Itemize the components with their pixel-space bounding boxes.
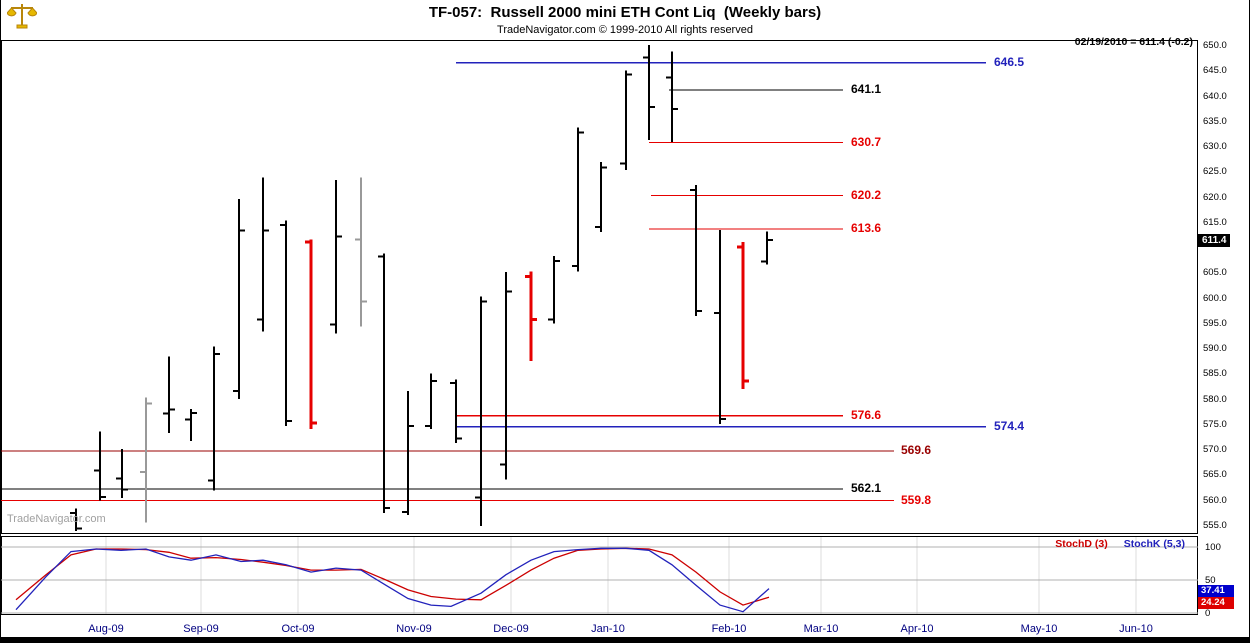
ohlc-bar-9 bbox=[257, 177, 269, 332]
ohlc-bar-8 bbox=[233, 199, 245, 400]
price-tick-600.0: 600.0 bbox=[1203, 292, 1227, 304]
ohlc-bar-15 bbox=[402, 391, 414, 516]
price-tick-575.0: 575.0 bbox=[1203, 418, 1227, 430]
ohlc-bar-2 bbox=[94, 431, 106, 501]
ohlc-bar-16 bbox=[425, 373, 437, 429]
ohlc-bar-14 bbox=[378, 253, 390, 514]
ohlc-bar-17 bbox=[450, 379, 462, 443]
stoch-legend: StochD (3) StochK (5,3) bbox=[1055, 538, 1185, 550]
sr-label-574.4: 574.4 bbox=[994, 418, 1025, 433]
price-tick-590.0: 590.0 bbox=[1203, 343, 1227, 355]
month-label-jan-10: Jan-10 bbox=[591, 623, 625, 635]
ohlc-bar-25 bbox=[643, 45, 655, 140]
price-tick-595.0: 595.0 bbox=[1203, 317, 1227, 329]
ohlc-bar-20 bbox=[525, 271, 537, 362]
stoch-curve-stochd-3- bbox=[15, 547, 770, 606]
watermark-text: TradeNavigator.com bbox=[7, 513, 106, 525]
ohlc-bar-26 bbox=[666, 51, 678, 142]
ohlc-bar-18 bbox=[475, 296, 487, 526]
ohlc-bar-10 bbox=[280, 220, 292, 426]
stoch-tick-50: 50 bbox=[1205, 575, 1216, 586]
stochd-legend-label: StochD (3) bbox=[1055, 538, 1108, 550]
ohlc-bar-29 bbox=[737, 242, 749, 389]
ohlc-bar-5 bbox=[163, 356, 175, 433]
sr-label-646.5: 646.5 bbox=[994, 54, 1025, 69]
stochastic-canvas bbox=[1, 536, 1198, 615]
stoch-border bbox=[1, 536, 1198, 615]
copyright-subtitle: TradeNavigator.com © 1999-2010 All right… bbox=[497, 24, 753, 36]
price-tick-580.0: 580.0 bbox=[1203, 393, 1227, 405]
ohlc-bar-13 bbox=[355, 177, 367, 327]
ohlc-bar-27 bbox=[690, 184, 702, 317]
stoch-tick-0: 0 bbox=[1205, 608, 1211, 619]
month-label-aug-09: Aug-09 bbox=[88, 623, 124, 635]
sr-label-569.6: 569.6 bbox=[901, 443, 932, 458]
price-tick-605.0: 605.0 bbox=[1203, 267, 1227, 279]
sr-label-576.6: 576.6 bbox=[851, 407, 882, 422]
ohlc-bar-23 bbox=[595, 162, 607, 232]
stochk-value-badge: 37.41 bbox=[1198, 585, 1234, 597]
price-tick-625.0: 625.0 bbox=[1203, 166, 1227, 178]
stochastic-panel[interactable] bbox=[1, 536, 1198, 615]
price-tick-630.0: 630.0 bbox=[1203, 141, 1227, 152]
price-tick-565.0: 565.0 bbox=[1203, 469, 1227, 481]
ohlc-bar-7 bbox=[208, 346, 220, 491]
price-chart-panel[interactable] bbox=[1, 40, 1198, 534]
price-tick-585.0: 585.0 bbox=[1203, 368, 1227, 380]
stoch-tick-100: 100 bbox=[1205, 542, 1221, 553]
month-label-apr-10: Apr-10 bbox=[900, 623, 934, 635]
chart-border bbox=[1, 40, 1198, 534]
sr-label-613.6: 613.6 bbox=[851, 220, 882, 235]
bottom-border-bar bbox=[1, 637, 1249, 643]
sr-label-630.7: 630.7 bbox=[851, 134, 882, 149]
month-label-mar-10: Mar-10 bbox=[803, 623, 839, 635]
ohlc-bar-12 bbox=[330, 179, 342, 334]
price-tick-645.0: 645.0 bbox=[1203, 65, 1227, 77]
price-chart-canvas bbox=[1, 40, 1198, 534]
month-label-feb-10: Feb-10 bbox=[711, 623, 747, 635]
chart-title: TF-057: Russell 2000 mini ETH Cont Liq (… bbox=[428, 4, 822, 21]
ohlc-bar-30 bbox=[761, 231, 773, 265]
ohlc-bar-19 bbox=[500, 271, 512, 480]
stoch-curve-stochk-5-3- bbox=[15, 547, 770, 613]
month-label-nov-09: Nov-09 bbox=[396, 623, 432, 635]
price-tick-620.0: 620.0 bbox=[1203, 191, 1227, 203]
month-label-sep-09: Sep-09 bbox=[183, 623, 219, 635]
ohlc-bar-21 bbox=[548, 256, 560, 324]
sr-label-562.1: 562.1 bbox=[851, 480, 882, 495]
ohlc-bar-1 bbox=[70, 508, 82, 531]
month-label-jun-10: Jun-10 bbox=[1119, 623, 1153, 635]
price-tick-615.0: 615.0 bbox=[1203, 216, 1227, 228]
price-tick-555.0: 555.0 bbox=[1203, 519, 1227, 531]
last-quote-text: 02/19/2010 = 611.4 (-0.2) bbox=[1074, 36, 1193, 48]
month-label-dec-09: Dec-09 bbox=[493, 623, 529, 635]
price-tick-640.0: 640.0 bbox=[1203, 90, 1227, 102]
ohlc-bar-4 bbox=[140, 397, 152, 523]
month-label-oct-09: Oct-09 bbox=[281, 623, 315, 635]
ohlc-bar-22 bbox=[572, 127, 584, 272]
ohlc-bar-6 bbox=[185, 409, 197, 441]
last-price-badge: 611.4 bbox=[1198, 234, 1231, 247]
price-tick-570.0: 570.0 bbox=[1203, 444, 1227, 456]
price-tick-635.0: 635.0 bbox=[1203, 115, 1227, 127]
ohlc-bar-11 bbox=[305, 239, 317, 429]
sr-label-641.1: 641.1 bbox=[851, 82, 882, 96]
scales-logo-icon bbox=[7, 1, 37, 31]
sr-label-620.2: 620.2 bbox=[851, 187, 882, 202]
sr-label-559.8: 559.8 bbox=[901, 492, 932, 507]
price-tick-650.0: 650.0 bbox=[1203, 40, 1227, 51]
month-label-may-10: May-10 bbox=[1020, 623, 1058, 635]
ohlc-bar-24 bbox=[620, 70, 632, 170]
stochd-value-badge: 24.24 bbox=[1198, 597, 1234, 609]
ohlc-bar-28 bbox=[714, 229, 726, 424]
ohlc-bar-3 bbox=[116, 449, 128, 498]
price-tick-560.0: 560.0 bbox=[1203, 494, 1227, 506]
stochk-legend-label: StochK (5,3) bbox=[1123, 538, 1185, 550]
